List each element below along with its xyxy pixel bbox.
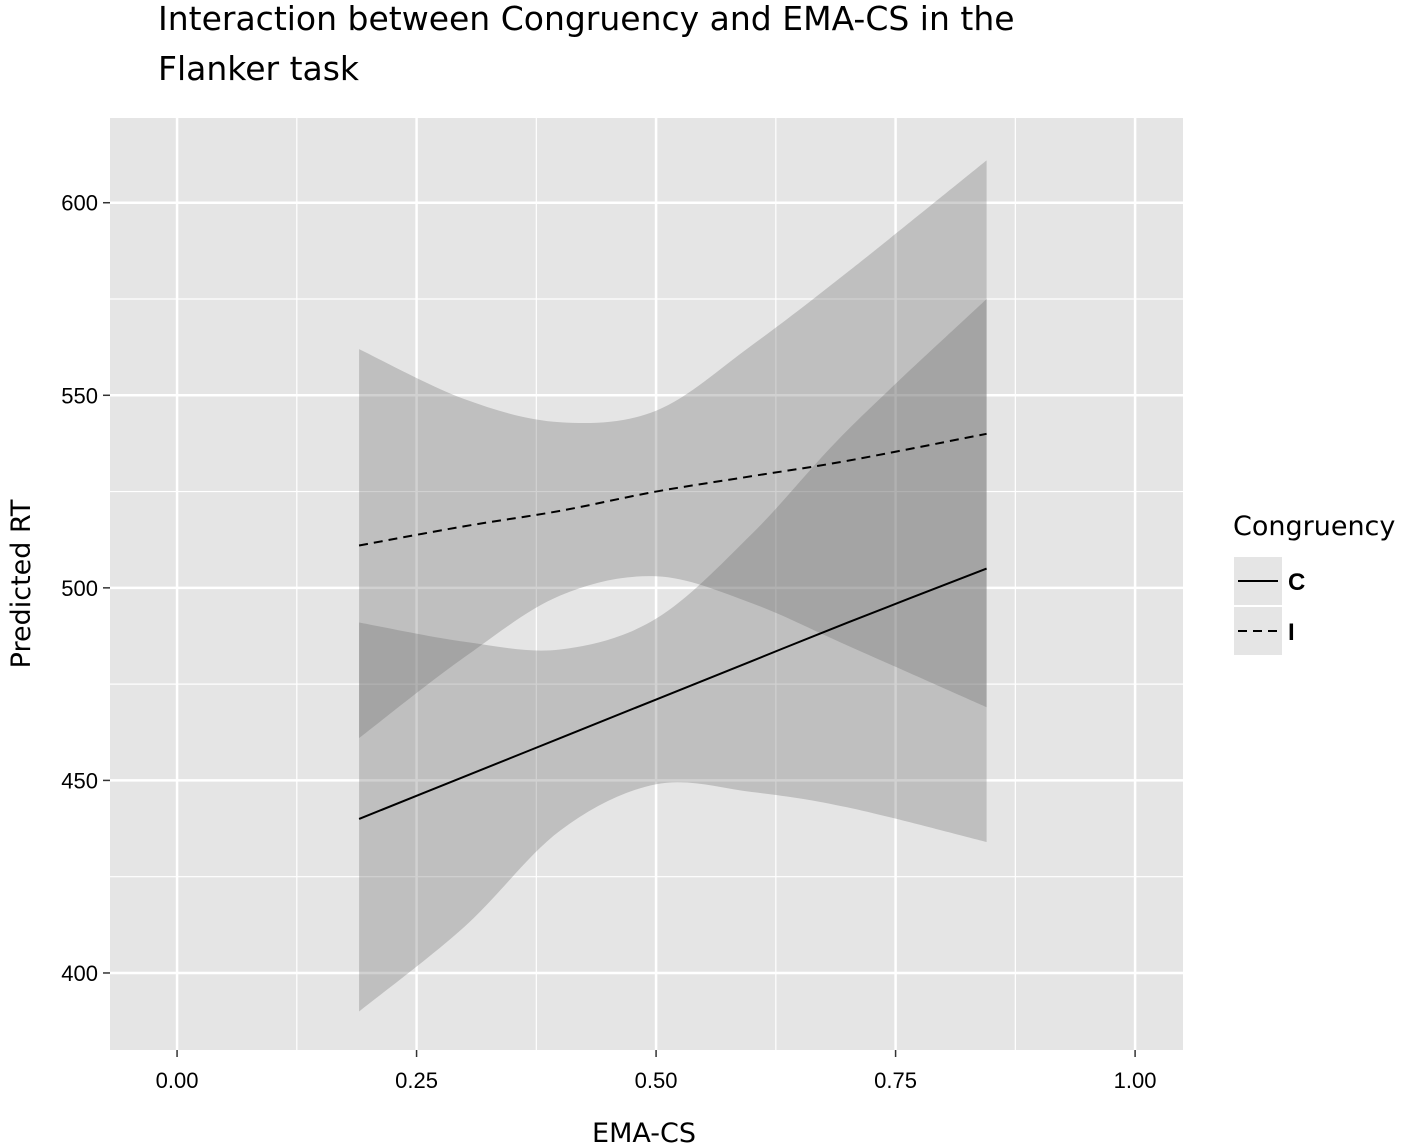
line-C [358,567,987,820]
grid-major [110,118,1183,1050]
chart-title-line-2: Flanker task [158,49,360,88]
x-axis: 0.00 0.25 0.50 0.75 1.00 [156,1050,1157,1093]
y-tick-label: 400 [61,961,98,986]
y-tick-label: 500 [61,576,98,601]
confidence-ribbons [359,160,987,1012]
chart-title-line-1: Interaction between Congruency and EMA-C… [158,0,1015,38]
y-tick-label: 550 [61,383,98,408]
x-axis-title: EMA-CS [592,1118,696,1147]
x-tick-label: 1.00 [1114,1068,1157,1093]
legend-label-I: I [1288,619,1295,646]
legend-label-C: C [1288,569,1305,596]
legend-title: Congruency [1233,511,1395,542]
y-tick-label: 600 [61,191,98,216]
line-I [358,432,987,547]
y-axis: 400 450 500 550 600 [61,191,110,986]
y-tick-label: 450 [61,768,98,793]
plot-panel [110,118,1183,1050]
y-axis-title: Predicted RT [6,499,37,668]
series-lines [358,432,987,820]
legend: Congruency CI [1233,511,1395,655]
x-tick-label: 0.00 [156,1068,199,1093]
x-tick-label: 0.25 [395,1068,438,1093]
ribbon-C [359,299,987,1012]
grid-minor [110,118,1183,1050]
x-tick-label: 0.50 [635,1068,678,1093]
ribbon-I [359,160,987,739]
x-tick-label: 0.75 [874,1068,917,1093]
